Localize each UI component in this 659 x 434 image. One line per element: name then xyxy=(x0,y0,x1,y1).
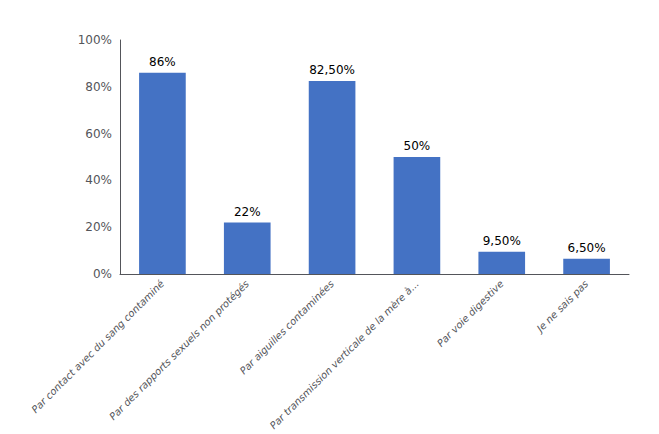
svg-text:22%: 22% xyxy=(234,205,261,219)
svg-text:0%: 0% xyxy=(93,267,112,281)
svg-text:Par aiguilles contaminées: Par aiguilles contaminées xyxy=(238,278,336,376)
svg-text:9,50%: 9,50% xyxy=(483,234,521,248)
svg-text:20%: 20% xyxy=(85,220,112,234)
svg-text:80%: 80% xyxy=(85,80,112,94)
svg-text:86%: 86% xyxy=(149,55,176,69)
svg-text:Par transmission verticale de: Par transmission verticale de la mère à.… xyxy=(268,278,421,431)
svg-text:6,50%: 6,50% xyxy=(568,241,606,255)
svg-text:100%: 100% xyxy=(78,33,112,47)
svg-text:Par contact avec du sang conta: Par contact avec du sang contaminé xyxy=(29,278,166,415)
svg-text:Je ne sais pas: Je ne sais pas xyxy=(533,278,590,335)
svg-text:40%: 40% xyxy=(85,173,112,187)
svg-text:50%: 50% xyxy=(404,139,431,153)
svg-text:82,50%: 82,50% xyxy=(309,63,355,77)
svg-text:Par des rapports sexuels non p: Par des rapports sexuels non protégés xyxy=(107,278,251,422)
svg-text:Par voie digestive: Par voie digestive xyxy=(435,278,506,349)
svg-text:60%: 60% xyxy=(85,127,112,141)
